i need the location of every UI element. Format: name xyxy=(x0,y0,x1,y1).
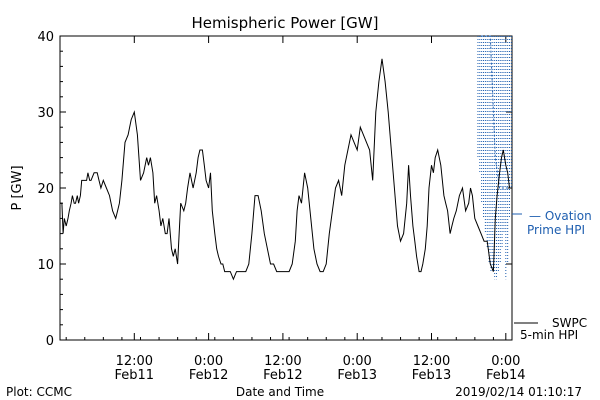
legend-ovation-label-1: — Ovation xyxy=(529,209,592,223)
x-tick-label-time: 0:00 xyxy=(343,354,372,369)
x-tick-label-date: Feb13 xyxy=(412,368,452,383)
legend: — Ovation Prime HPI SWPC 5-min HPI xyxy=(514,209,592,342)
x-tick-label-time: 12:00 xyxy=(116,354,153,369)
y-tick-label: 40 xyxy=(37,30,54,45)
legend-swpc-label-2: 5-min HPI xyxy=(520,328,578,342)
legend-swpc-label-1: SWPC xyxy=(552,316,587,330)
x-tick-label-date: Feb14 xyxy=(486,368,526,383)
chart-title: Hemispheric Power [GW] xyxy=(192,14,379,32)
y-axis-label: P [GW] xyxy=(10,165,25,210)
x-tick-label-date: Feb12 xyxy=(263,368,303,383)
x-tick-label-time: 12:00 xyxy=(413,354,450,369)
plot-frame xyxy=(59,35,513,341)
x-tick-label-date: Feb13 xyxy=(337,368,377,383)
x-axis-label: Date and Time xyxy=(236,385,324,399)
x-tick-label-time: 12:00 xyxy=(264,354,301,369)
y-tick-label: 0 xyxy=(46,334,54,349)
y-tick-label: 30 xyxy=(37,106,54,121)
x-tick-label-time: 0:00 xyxy=(194,354,223,369)
swpc-hpi-series-line xyxy=(60,58,510,281)
y-axis-ticks: 0 10 20 30 40 xyxy=(37,30,512,349)
x-tick-label-date: Feb11 xyxy=(115,368,155,383)
legend-ovation-label-2: Prime HPI xyxy=(527,223,585,237)
x-tick-label-date: Feb12 xyxy=(189,368,229,383)
ovation-series-line xyxy=(481,35,509,189)
x-axis-ticks: 12:00Feb110:00Feb1212:00Feb120:00Feb1312… xyxy=(65,36,526,383)
x-tick-label-time: 0:00 xyxy=(491,354,520,369)
ovation-prime-series xyxy=(477,35,522,280)
footer-credit: Plot: CCMC xyxy=(6,385,72,399)
y-tick-label: 20 xyxy=(37,182,54,197)
footer-timestamp: 2019/02/14 01:10:17 xyxy=(455,385,582,399)
y-tick-label: 10 xyxy=(37,258,54,273)
